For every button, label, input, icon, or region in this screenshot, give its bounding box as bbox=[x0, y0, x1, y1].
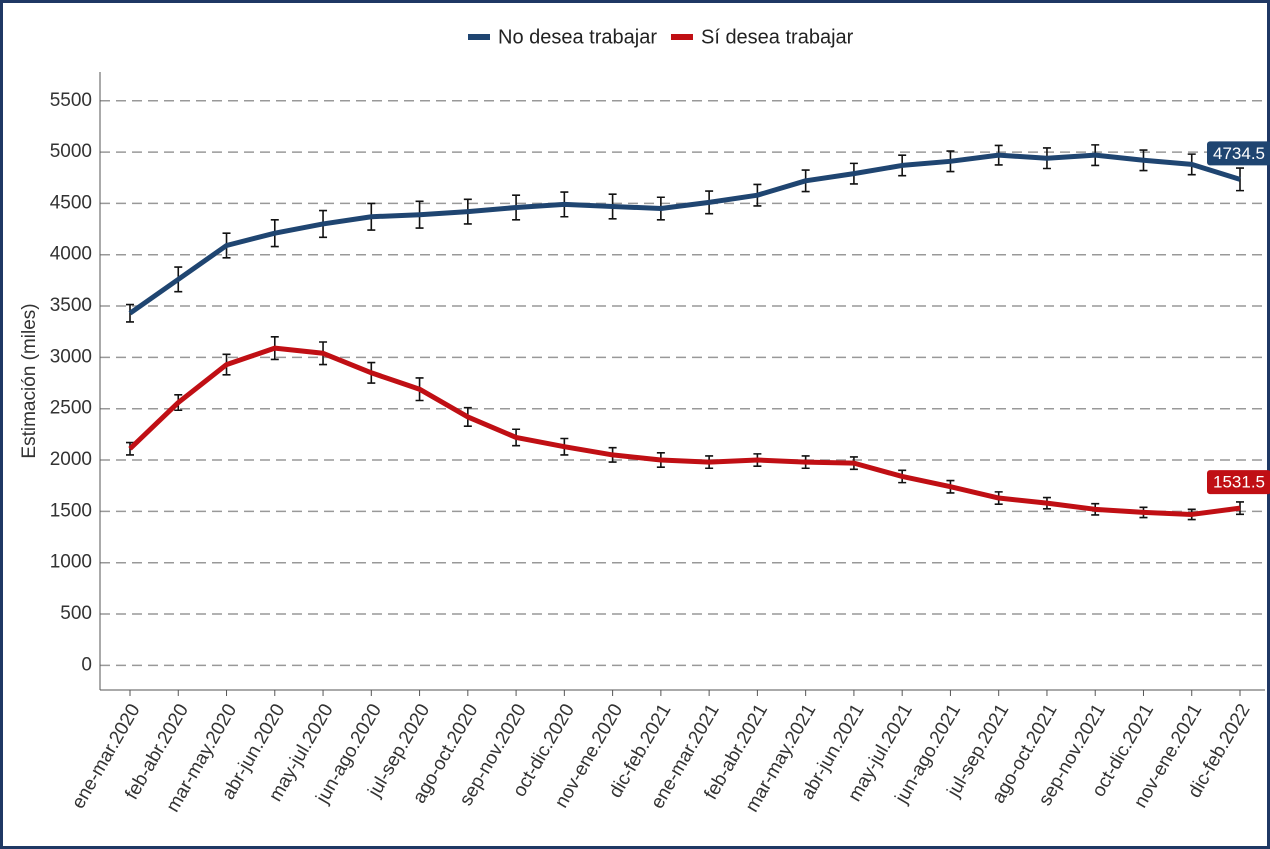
y-tick-label: 4500 bbox=[50, 192, 92, 213]
error-bar bbox=[126, 303, 134, 323]
legend-label: Sí desea trabajar bbox=[701, 26, 854, 48]
y-tick-label: 3500 bbox=[50, 295, 92, 316]
error-bar bbox=[126, 441, 134, 456]
y-tick-label: 5000 bbox=[50, 141, 92, 162]
y-tick-label: 2000 bbox=[50, 449, 92, 470]
y-tick-label: 2500 bbox=[50, 398, 92, 419]
y-tick-label: 1000 bbox=[50, 552, 92, 573]
y-tick-label: 5500 bbox=[50, 90, 92, 111]
legend-label: No desea trabajar bbox=[498, 26, 657, 48]
y-tick-label: 1500 bbox=[50, 500, 92, 521]
series-line bbox=[128, 345, 1241, 517]
legend: No desea trabajar Sí desea trabajar bbox=[468, 26, 854, 48]
value-label-box bbox=[1207, 470, 1270, 495]
value-label: 4734.5 bbox=[1213, 144, 1265, 163]
error-bar bbox=[1236, 501, 1244, 516]
y-tick-label: 0 bbox=[81, 654, 92, 675]
y-axis-title: Estimación (miles) bbox=[19, 303, 40, 458]
y-tick-label: 3000 bbox=[50, 346, 92, 367]
value-label-box bbox=[1207, 141, 1270, 166]
y-tick-label: 4000 bbox=[50, 244, 92, 265]
series-line bbox=[128, 152, 1241, 316]
value-label: 1531.5 bbox=[1213, 473, 1265, 492]
y-tick-label: 500 bbox=[60, 603, 92, 624]
